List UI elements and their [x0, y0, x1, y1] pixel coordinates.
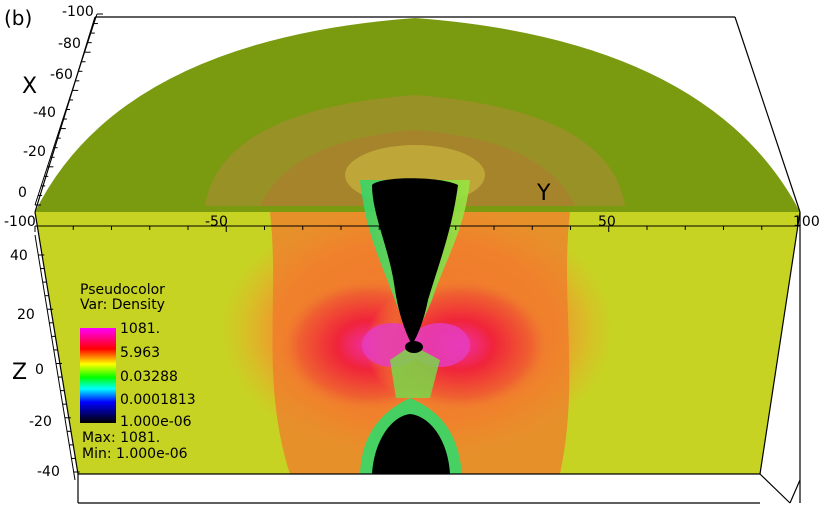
legend-variable: Var: Density [80, 297, 165, 313]
color-bar-label: 0.03288 [120, 369, 178, 385]
z-tick-label: -40 [37, 464, 60, 480]
panel-label: (b) [4, 6, 33, 30]
x-tick-label: -40 [33, 105, 56, 121]
z-axis-line [34, 234, 76, 481]
legend-title: Pseudocolor [80, 282, 165, 298]
x-tick-label: -80 [58, 36, 81, 52]
x-axis-name: X [22, 74, 38, 99]
y-tick-label: 100 [793, 214, 820, 230]
y-tick-label: 0 [400, 214, 409, 230]
legend: Pseudocolor Var: Density 1081. 5.963 0.0… [80, 283, 280, 463]
z-tick-label: 0 [35, 362, 44, 378]
x-tick-label: -100 [62, 4, 94, 20]
upper-cavity [372, 178, 458, 345]
color-bar-label: 1081. [120, 321, 161, 337]
y-tick-label: -100 [4, 214, 36, 230]
y-axis-name: Y [537, 181, 551, 206]
z-tick-label: 40 [10, 248, 28, 264]
color-bar-label: 0.0001813 [120, 392, 196, 408]
z-axis-name: Z [12, 360, 28, 385]
color-bar [80, 328, 116, 423]
x-tick-label: -60 [50, 67, 73, 83]
lower-cavity [372, 414, 450, 474]
center-point [405, 341, 423, 353]
legend-min: Min: 1.000e-06 [82, 446, 188, 462]
z-tick-label: 20 [17, 307, 35, 323]
bounding-box [34, 16, 801, 504]
x-tick-label: 0 [18, 185, 27, 201]
z-tick-label: -20 [29, 414, 52, 430]
legend-max: Max: 1081. [82, 430, 161, 446]
y-tick-label: -50 [205, 214, 228, 230]
y-tick-label: 50 [598, 214, 616, 230]
x-tick-label: -20 [23, 144, 46, 160]
color-bar-label: 5.963 [120, 345, 161, 361]
color-bar-label: 1.000e-06 [120, 414, 192, 430]
